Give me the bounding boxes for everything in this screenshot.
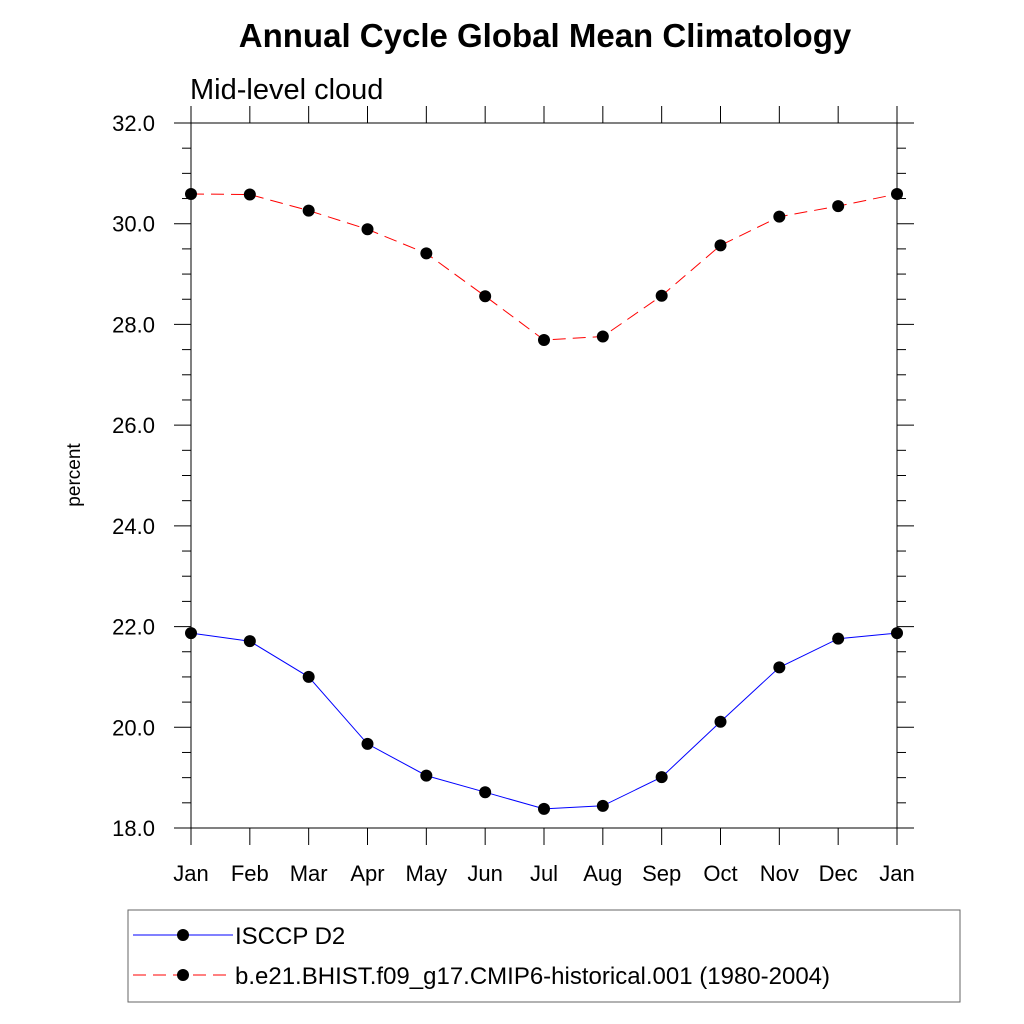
legend-box [127,909,961,1003]
x-tick-label: Apr [350,861,384,886]
data-point [832,632,845,645]
data-point [773,661,786,674]
x-tick-label: Nov [760,861,799,886]
y-axis-label: percent [64,443,85,507]
axis-ticks [174,106,914,845]
y-tick-label: 20.0 [112,715,155,740]
series-layer [185,188,903,815]
data-point [243,635,256,648]
data-point [420,769,433,782]
x-tick-label: Jul [530,861,558,886]
y-tick-label: 32.0 [112,111,155,136]
legend-marker-isccp [177,929,189,941]
data-point [655,289,668,302]
x-tick-label: Mar [290,861,328,886]
series-line-0 [190,632,898,810]
x-tick-label: Jan [173,861,208,886]
x-tick-label: Jun [467,861,502,886]
data-point [596,330,609,343]
data-point [243,188,256,201]
legend: ISCCP D2 b.e21.BHIST.f09_g17.CMIP6-histo… [127,909,961,1003]
chart-subtitle: Mid-level cloud [190,74,383,106]
data-point [185,627,197,640]
data-point [420,247,433,260]
data-point [832,200,845,213]
x-tick-label: May [406,861,448,886]
data-point [361,223,374,236]
y-tick-label: 30.0 [112,212,155,237]
data-point [302,204,315,217]
data-point [714,715,727,728]
x-tick-label: Sep [642,861,681,886]
legend-marker-model [177,969,189,981]
series-line-1 [190,193,898,341]
data-point [714,239,727,252]
data-point [891,627,903,640]
data-point [361,737,374,750]
data-point [596,799,609,812]
data-point [302,670,315,683]
data-point [185,188,197,201]
plot-frame [190,122,898,829]
legend-label-model: b.e21.BHIST.f09_g17.CMIP6-historical.001… [235,963,830,990]
data-point [479,786,492,799]
data-point [773,210,786,223]
chart-title: Annual Cycle Global Mean Climatology [239,17,852,54]
x-tick-label: Aug [583,861,622,886]
x-tick-labels: Jan Feb Mar Apr May Jun Jul Aug Sep Oct Nov Dec Jan [173,861,914,886]
y-tick-labels: 18.0 20.0 22.0 24.0 26.0 28.0 30.0 32.0 [112,111,155,841]
legend-label-isccp: ISCCP D2 [235,923,345,950]
data-point [655,771,668,784]
x-tick-label: Feb [231,861,269,886]
y-tick-label: 22.0 [112,615,155,640]
data-point [538,802,550,815]
x-tick-label: Dec [819,861,858,886]
data-point [538,334,550,347]
y-tick-label: 18.0 [112,816,155,841]
x-tick-label: Jan [879,861,914,886]
data-point [479,290,492,303]
y-tick-label: 26.0 [112,413,155,438]
y-tick-label: 24.0 [112,514,155,539]
data-point [891,188,903,201]
x-tick-label: Oct [703,861,737,886]
y-tick-label: 28.0 [112,312,155,337]
